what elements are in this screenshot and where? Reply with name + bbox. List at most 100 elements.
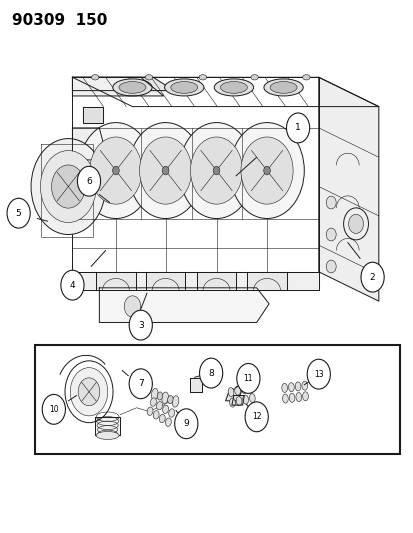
Ellipse shape [96,432,119,439]
Polygon shape [190,378,202,392]
Text: 12: 12 [252,413,261,421]
Circle shape [77,166,100,196]
Ellipse shape [150,398,156,406]
Polygon shape [231,395,244,405]
Polygon shape [225,389,242,401]
Ellipse shape [172,395,178,407]
Ellipse shape [281,383,287,392]
Text: 90309  150: 90309 150 [12,13,107,28]
Polygon shape [72,272,318,290]
Ellipse shape [288,383,294,392]
Ellipse shape [234,386,240,395]
Circle shape [174,409,197,439]
Circle shape [348,214,363,233]
Text: 9: 9 [183,419,189,428]
Circle shape [162,166,169,175]
Ellipse shape [250,75,258,80]
Ellipse shape [156,401,162,410]
Circle shape [325,228,335,241]
Circle shape [139,137,191,204]
Circle shape [129,310,152,340]
Ellipse shape [112,79,152,96]
Circle shape [325,196,335,209]
Ellipse shape [147,407,153,415]
Circle shape [360,262,383,292]
Circle shape [240,137,292,204]
Text: 5: 5 [16,209,21,217]
Ellipse shape [289,393,294,402]
Ellipse shape [153,410,159,419]
Ellipse shape [91,75,99,80]
Circle shape [236,364,259,393]
Ellipse shape [247,383,253,392]
Text: 2: 2 [369,273,375,281]
Text: 4: 4 [69,281,75,289]
Circle shape [128,123,202,219]
Ellipse shape [157,392,162,400]
Polygon shape [96,272,135,290]
Ellipse shape [282,394,287,403]
Circle shape [213,166,219,175]
Ellipse shape [263,79,302,96]
Ellipse shape [162,405,168,414]
Circle shape [263,166,270,175]
Ellipse shape [236,397,241,406]
Polygon shape [72,77,318,272]
Ellipse shape [199,75,206,80]
Circle shape [61,270,84,300]
Ellipse shape [145,75,152,80]
Circle shape [51,165,85,208]
Text: 7: 7 [138,379,143,388]
Ellipse shape [241,385,247,393]
Circle shape [31,139,105,235]
Ellipse shape [119,82,146,93]
Circle shape [179,123,253,219]
Polygon shape [247,272,286,290]
Ellipse shape [249,393,254,402]
Ellipse shape [159,414,165,423]
Text: 13: 13 [313,370,323,378]
Polygon shape [72,128,107,160]
Ellipse shape [170,82,197,93]
Ellipse shape [302,75,309,80]
Text: 8: 8 [208,369,214,377]
Ellipse shape [302,392,308,401]
Polygon shape [99,288,268,322]
Circle shape [78,378,100,406]
Circle shape [199,358,222,388]
Ellipse shape [167,395,173,403]
Circle shape [124,296,140,317]
Polygon shape [83,107,103,123]
Polygon shape [145,272,185,290]
Ellipse shape [294,382,300,391]
Ellipse shape [220,82,247,93]
Circle shape [40,150,96,223]
Ellipse shape [214,79,253,96]
Circle shape [306,359,330,389]
Circle shape [78,123,153,219]
Ellipse shape [301,381,307,390]
Circle shape [42,394,65,424]
Circle shape [65,361,113,423]
Polygon shape [196,272,236,290]
Polygon shape [72,77,378,107]
Ellipse shape [242,395,248,404]
Circle shape [286,113,309,143]
Text: 11: 11 [243,374,252,383]
Circle shape [325,260,335,273]
Circle shape [190,137,242,204]
Ellipse shape [161,392,168,403]
Polygon shape [72,77,173,91]
Circle shape [229,123,304,219]
Ellipse shape [165,418,171,426]
Circle shape [90,137,142,204]
Circle shape [112,166,119,175]
Ellipse shape [151,389,158,400]
Ellipse shape [169,409,174,417]
Text: 6: 6 [86,177,92,185]
Ellipse shape [295,392,301,401]
Circle shape [343,208,368,240]
Circle shape [70,368,107,416]
Polygon shape [95,417,120,435]
Text: 3: 3 [138,321,143,329]
